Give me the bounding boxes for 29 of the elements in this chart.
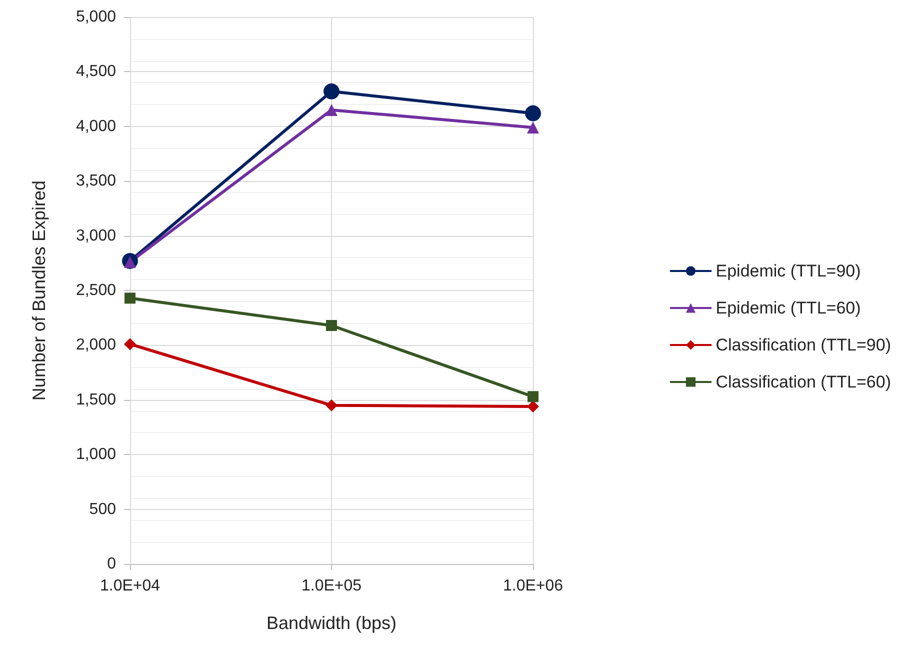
y-tick-label: 3,000 bbox=[76, 227, 116, 244]
y-tick-label: 1,000 bbox=[76, 446, 116, 464]
y-tick-label: 0 bbox=[107, 556, 116, 572]
point bbox=[528, 391, 538, 402]
y-tick-label: 4,500 bbox=[76, 63, 116, 80]
point bbox=[527, 121, 539, 134]
x-tick-label: 1.0E+06 bbox=[502, 578, 564, 594]
x-tick-label: 1.0E+05 bbox=[301, 578, 362, 594]
point bbox=[124, 338, 136, 350]
y-tick-label: 4,000 bbox=[76, 118, 116, 135]
point bbox=[326, 399, 338, 412]
point bbox=[324, 83, 340, 100]
y-tick-label: 1,500 bbox=[76, 391, 116, 408]
y-axis-title: Number of Bundles Expired bbox=[29, 180, 49, 401]
legend-label: Classification (TTL=60) bbox=[716, 372, 892, 392]
y-tick-label: 2,500 bbox=[76, 282, 116, 299]
point bbox=[326, 104, 338, 116]
legend-label: Epidemic (TTL=60) bbox=[716, 298, 861, 318]
x-tick-label: 1.0E+04 bbox=[100, 578, 160, 594]
y-tick-label: 2,000 bbox=[76, 336, 116, 354]
y-tick-label: 500 bbox=[89, 500, 116, 518]
y-tick-label: 3,500 bbox=[76, 172, 116, 190]
legend-label: Classification (TTL=90) bbox=[716, 336, 892, 354]
point bbox=[525, 105, 541, 122]
y-tick-label: 5,000 bbox=[76, 8, 116, 26]
x-axis-title: Bandwidth (bps) bbox=[266, 613, 397, 633]
point bbox=[124, 292, 136, 304]
point bbox=[326, 320, 337, 332]
legend-label: Epidemic (TTL=90) bbox=[716, 262, 861, 280]
